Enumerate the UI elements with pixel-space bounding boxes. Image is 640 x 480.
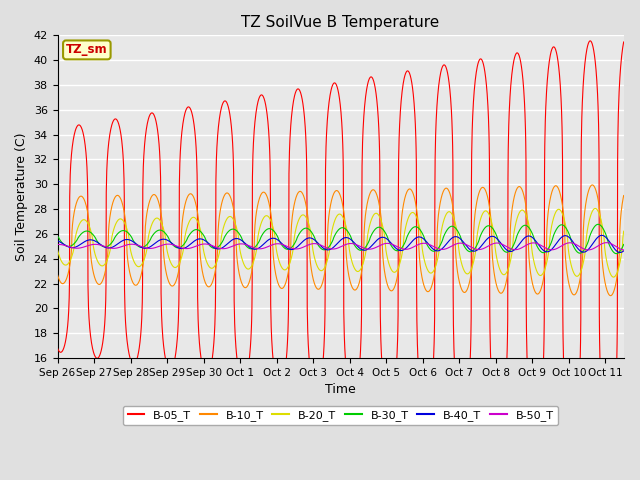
Text: TZ_sm: TZ_sm bbox=[66, 43, 108, 57]
Y-axis label: Soil Temperature (C): Soil Temperature (C) bbox=[15, 132, 28, 261]
X-axis label: Time: Time bbox=[325, 383, 356, 396]
Title: TZ SoilVue B Temperature: TZ SoilVue B Temperature bbox=[241, 15, 440, 30]
Legend: B-05_T, B-10_T, B-20_T, B-30_T, B-40_T, B-50_T: B-05_T, B-10_T, B-20_T, B-30_T, B-40_T, … bbox=[123, 406, 558, 425]
